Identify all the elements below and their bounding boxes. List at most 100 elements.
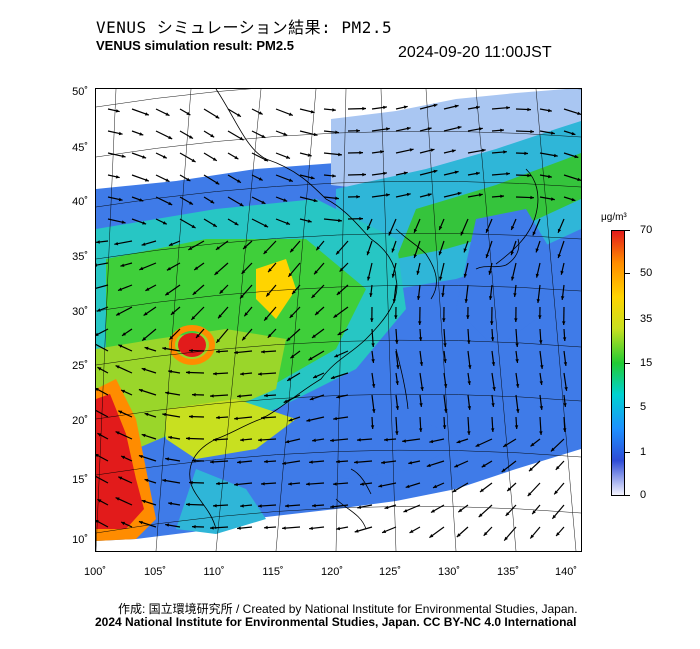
- wind-arrowhead: [313, 198, 318, 203]
- wind-arrowhead: [454, 170, 459, 174]
- wind-arrowhead: [380, 150, 384, 154]
- wind-arrowhead: [564, 387, 568, 391]
- wind-arrowhead: [441, 293, 445, 297]
- wind-arrowhead: [532, 510, 536, 515]
- wind-arrowhead: [419, 362, 424, 366]
- wind-arrowhead: [507, 487, 511, 492]
- wind-arrowhead: [514, 318, 518, 322]
- wind-arrowhead: [118, 410, 123, 414]
- wind-arrowhead: [511, 226, 515, 230]
- wind-arrowhead: [234, 221, 239, 226]
- wind-arrowhead: [213, 504, 217, 508]
- wind-arrowhead: [366, 251, 370, 256]
- wind-arrowhead: [286, 337, 291, 342]
- wind-arrowhead: [563, 362, 568, 366]
- wind-arrowhead: [168, 135, 173, 139]
- wind-arrowhead: [427, 193, 432, 197]
- wind-arrowhead: [286, 155, 290, 159]
- wind-arrowhead: [210, 199, 215, 204]
- wind-arrowhead: [491, 362, 496, 366]
- wind-arrowhead: [261, 134, 266, 138]
- wind-arrowhead: [282, 461, 286, 465]
- wind-arrowhead: [165, 523, 170, 527]
- wind-arrowhead: [166, 267, 171, 271]
- wind-arrowhead: [306, 418, 311, 422]
- wind-arrowhead: [478, 193, 483, 197]
- wind-arrowhead: [165, 112, 170, 116]
- wind-arrowhead: [466, 315, 470, 319]
- wind-arrowhead: [312, 334, 316, 338]
- wind-arrowhead: [239, 136, 244, 141]
- wind-arrowhead: [503, 443, 508, 447]
- lon-label-125: 125˚: [378, 566, 402, 578]
- wind-arrowhead: [360, 482, 364, 486]
- wind-arrowhead: [96, 263, 98, 267]
- wind-arrowhead: [261, 482, 265, 486]
- wind-arrowhead: [335, 130, 339, 134]
- wind-arrow: [96, 343, 109, 352]
- wind-arrowhead: [356, 129, 360, 133]
- wind-arrowhead: [443, 384, 448, 388]
- wind-arrowhead: [430, 148, 435, 152]
- wind-arrowhead: [530, 534, 534, 539]
- wind-arrowhead: [316, 246, 320, 251]
- lon-label-110: 110˚: [203, 566, 225, 578]
- wind-arrowhead: [515, 384, 520, 388]
- colorbar-label-15: 15: [640, 357, 653, 369]
- wind-arrowhead: [548, 174, 552, 179]
- wind-arrowhead: [115, 175, 120, 179]
- wind-arrowhead: [454, 464, 459, 468]
- wind-arrow: [96, 409, 109, 418]
- wind-arrowhead: [339, 267, 344, 272]
- wind-arrowhead: [192, 459, 196, 463]
- wind-arrowhead: [419, 403, 423, 407]
- wind-arrowhead: [121, 154, 126, 158]
- wind-arrowhead: [431, 509, 435, 513]
- wind-arrowhead: [574, 154, 579, 159]
- wind-arrowhead: [395, 431, 399, 435]
- wind-arrowhead: [168, 501, 172, 506]
- wind-arrowhead: [336, 250, 340, 255]
- wind-arrowhead: [264, 157, 269, 162]
- wind-arrowhead: [577, 111, 581, 115]
- wind-arrowhead: [439, 226, 443, 230]
- wind-arrowhead: [191, 158, 196, 162]
- wind-arrowhead: [535, 273, 540, 278]
- wind-arrowhead: [258, 504, 262, 508]
- wind-arrowhead: [186, 436, 190, 441]
- wind-arrowhead: [237, 113, 241, 117]
- wind-arrowhead: [475, 443, 480, 447]
- wind-arrowhead: [120, 263, 125, 267]
- wind-arrowhead: [371, 343, 375, 347]
- wind-arrowhead: [485, 228, 490, 233]
- wind-arrowhead: [395, 406, 400, 410]
- wind-arrowhead: [456, 440, 461, 444]
- wind-arrowhead: [218, 314, 222, 319]
- wind-arrowhead: [555, 466, 560, 470]
- wind-arrowhead: [145, 287, 150, 291]
- wind-arrowhead: [530, 442, 535, 447]
- wind-arrowhead: [139, 132, 144, 136]
- wind-arrowhead: [395, 340, 399, 344]
- wind-arrowhead: [162, 346, 167, 351]
- wind-arrowhead: [264, 525, 268, 530]
- wind-arrowhead: [213, 372, 217, 376]
- wind-arrow: [96, 262, 109, 266]
- license-line: 2024 National Institute for Environmenta…: [95, 615, 577, 629]
- wind-arrowhead: [359, 151, 363, 155]
- wind-arrowhead: [516, 409, 520, 413]
- wind-arrowhead: [557, 228, 562, 233]
- lat-label-25: 25˚: [72, 360, 88, 372]
- wind-arrowhead: [285, 439, 290, 444]
- wind-arrowhead: [144, 112, 149, 116]
- wind-arrowhead: [413, 254, 417, 258]
- wind-arrowhead: [290, 354, 295, 359]
- graticule: [96, 89, 581, 551]
- wind-arrowhead: [169, 335, 174, 340]
- wind-arrowhead: [338, 218, 342, 223]
- wind-arrowhead: [216, 349, 220, 354]
- wind-arrowhead: [115, 497, 120, 501]
- map-canvas: [96, 89, 581, 551]
- wind-arrowhead: [215, 246, 220, 250]
- wind-arrowhead: [354, 529, 359, 533]
